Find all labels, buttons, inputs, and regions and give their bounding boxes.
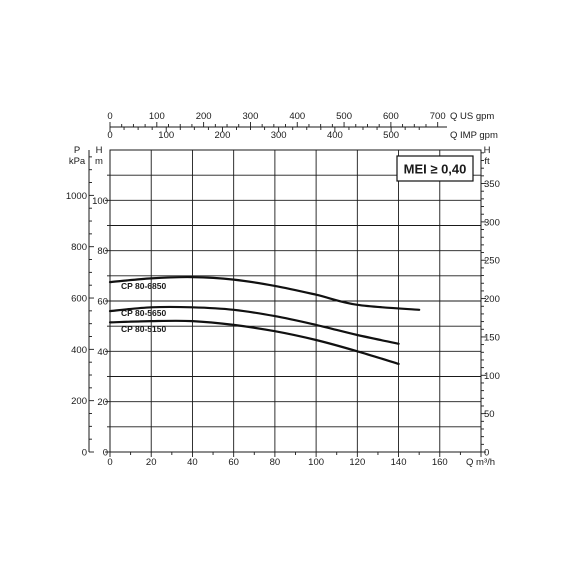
top-axis-imp-label: Q IMP gpm	[450, 130, 498, 141]
curves	[108, 275, 421, 365]
y-m-tick-label: 60	[97, 297, 108, 308]
y-ft-tick-label: 200	[484, 294, 500, 305]
top-us-tick-label: 200	[196, 111, 212, 122]
y-m-tick-label: 100	[92, 196, 108, 207]
y-kpa-tick-label: 400	[71, 345, 87, 356]
y-ft-tick-label: 50	[484, 409, 495, 420]
y-ft-tick-label: 350	[484, 179, 500, 190]
y-kpa-tick-label: 200	[71, 396, 87, 407]
y-ft-tick-label: 300	[484, 217, 500, 228]
y-left-m-unit-top: H	[96, 145, 103, 156]
x-tick-label: 20	[146, 457, 157, 468]
y-kpa-tick-label: 0	[82, 448, 87, 459]
top-us-tick-label: 500	[336, 111, 352, 122]
top-imp-tick-label: 200	[215, 130, 231, 141]
top-us-tick-label: 600	[383, 111, 399, 122]
x-axis-label: Q m³/h	[466, 457, 495, 468]
x-tick-label: 0	[107, 457, 112, 468]
mei-badge: MEI ≥ 0,40	[396, 155, 474, 182]
y-ft-tick-label: 250	[484, 256, 500, 267]
y-right-ft-unit-top: H	[484, 145, 491, 156]
y-kpa-tick-label: 1000	[66, 191, 87, 202]
y-right-ft-unit-bottom: ft	[484, 156, 490, 167]
y-kpa-tick-label: 600	[71, 294, 87, 305]
y-m-tick-label: 40	[97, 347, 108, 358]
top-us-tick-label: 700	[430, 111, 446, 122]
top-us-tick-label: 400	[289, 111, 305, 122]
top-imp-tick-label: 0	[107, 130, 112, 141]
top-imp-tick-label: 100	[158, 130, 174, 141]
x-tick-label: 160	[432, 457, 448, 468]
y-m-tick-label: 20	[97, 397, 108, 408]
y-m-tick-label: 80	[97, 246, 108, 257]
grid	[110, 150, 481, 452]
top-us-tick-label: 300	[243, 111, 259, 122]
mei-badge-text: MEI ≥ 0,40	[404, 162, 467, 177]
y-ft-tick-label: 150	[484, 332, 500, 343]
x-tick-label: 100	[308, 457, 324, 468]
top-imp-tick-label: 300	[271, 130, 287, 141]
top-us-tick-label: 0	[107, 111, 112, 122]
y-kpa-tick-label: 800	[71, 242, 87, 253]
series-label-3: CP 80-5150	[121, 324, 166, 334]
x-tick-label: 80	[270, 457, 281, 468]
series-curve-2	[108, 305, 400, 345]
x-tick-label: 140	[391, 457, 407, 468]
series-curve-1	[108, 275, 421, 311]
series-label-2: CP 80-5650	[121, 308, 166, 318]
top-axis-us-label: Q US gpm	[450, 111, 494, 122]
y-ft-tick-label: 100	[484, 371, 500, 382]
y-left-m-unit-bottom: m	[95, 156, 103, 167]
x-tick-label: 120	[349, 457, 365, 468]
y-m-tick-label: 0	[103, 448, 108, 459]
ticks	[89, 122, 486, 457]
x-tick-label: 40	[187, 457, 198, 468]
y-left-kpa-unit-bottom: kPa	[69, 156, 86, 167]
series-curve-3	[108, 319, 400, 365]
series-label-1: CP 80-6850	[121, 281, 166, 291]
top-imp-tick-label: 400	[327, 130, 343, 141]
top-imp-tick-label: 500	[383, 130, 399, 141]
y-ft-tick-label: 0	[484, 448, 489, 459]
top-us-tick-label: 100	[149, 111, 165, 122]
y-left-kpa-unit-top: P	[74, 145, 80, 156]
x-tick-label: 60	[228, 457, 239, 468]
